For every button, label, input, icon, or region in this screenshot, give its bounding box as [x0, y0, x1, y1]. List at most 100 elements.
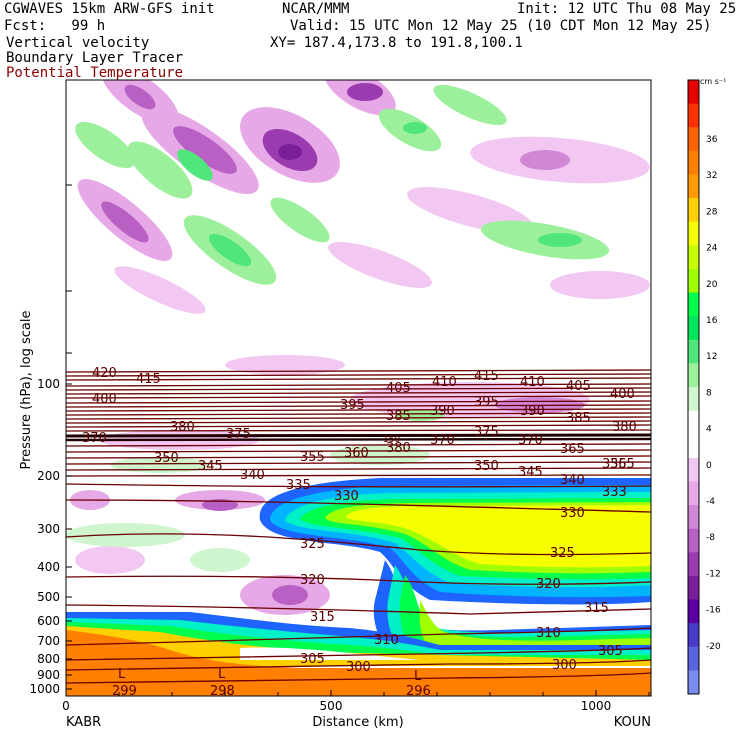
colorbar-swatch	[688, 339, 699, 364]
colorbar-swatch	[688, 268, 699, 294]
colorbar-label: 4	[706, 425, 712, 435]
isentrope-label: 390	[520, 404, 545, 419]
forecast-hour: Fcst: 99 h	[4, 18, 106, 34]
isentrope-label: 385	[566, 411, 591, 426]
low-marker: L	[118, 667, 126, 682]
y-axis-title: Pressure (hPa), log scale	[19, 311, 34, 470]
isentrope-label: 365	[560, 442, 585, 457]
colorbar-swatch	[688, 528, 699, 553]
colorbar-label: 8	[706, 388, 712, 398]
field-label-vertical-velocity: Vertical velocity	[6, 35, 150, 51]
colorbar-label: 36	[706, 135, 718, 145]
x-tick-label: 1000	[581, 699, 612, 713]
isentrope-label: 310	[536, 626, 561, 641]
colorbar-units: cm s⁻¹	[700, 77, 726, 86]
y-tick-label: 700	[37, 634, 60, 648]
isentrope-label: 415	[136, 372, 161, 387]
colorbar-label: -4	[706, 497, 715, 507]
isentrope-label: 410	[432, 375, 457, 390]
colorbar-swatch	[688, 103, 699, 128]
isentrope-label: 380	[612, 420, 637, 435]
y-tick-label: 200	[37, 469, 60, 483]
colorbar-swatch	[688, 575, 699, 601]
x-axis-title: Distance (km)	[312, 715, 403, 730]
isentrope-label: 420	[92, 366, 117, 381]
boundary-layer-tracer-field	[66, 478, 651, 696]
colorbar-label: 12	[706, 352, 717, 362]
colorbar-label: 0	[706, 461, 712, 471]
isentrope-label: 330	[560, 506, 585, 521]
isentrope-label: 375	[226, 427, 251, 442]
colorbar-label: 16	[706, 316, 718, 326]
colorbar-swatch	[688, 221, 699, 246]
isentrope-label: 360	[344, 446, 369, 461]
isentrope-label: 305	[300, 652, 325, 667]
y-tick-label: 300	[37, 522, 60, 536]
colorbar-label: 24	[706, 244, 718, 254]
colorbar-swatch	[688, 646, 699, 671]
colorbar-label: -16	[706, 606, 721, 616]
colorbar-swatch	[688, 198, 699, 223]
isentrope-label: 300	[552, 658, 577, 673]
colorbar-swatch	[688, 623, 699, 648]
isentrope-label: 298	[210, 684, 235, 699]
x-axis: 0 500 1000 Distance (km) KABR KOUN	[62, 690, 651, 730]
isentrope-label: 305	[598, 644, 623, 659]
isentrope-labels: 420 415 400 405 410 415 410 405 400 395 …	[82, 366, 637, 699]
isentrope-label: 325	[550, 546, 575, 561]
isentrope-label: 395	[474, 395, 499, 410]
init-time: Init: 12 UTC Thu 08 May 25	[517, 1, 737, 17]
y-tick-label: 1000	[29, 682, 60, 696]
isentrope-label: 350	[474, 459, 499, 474]
colorbar-swatch	[688, 245, 699, 270]
isentrope-label: 355	[602, 457, 627, 472]
isentrope-label: 315	[310, 610, 335, 625]
isentrope-label: 310	[374, 633, 399, 648]
isentrope-label: 330	[334, 489, 359, 504]
isentrope-label: 350	[154, 451, 179, 466]
isentrope-label: 410	[520, 375, 545, 390]
end-station-label: KOUN	[614, 715, 651, 730]
y-axis: 100 200 300 400 500 600 700 800 900 1000…	[19, 79, 72, 696]
isentrope-label: 375	[474, 425, 499, 440]
isentrope-label: 365	[610, 457, 635, 472]
model-title: CGWAVES 15km ARW-GFS init	[4, 1, 215, 17]
isentropes	[66, 369, 651, 684]
organization: NCAR/MMM	[282, 1, 350, 17]
isentrope-label: 340	[560, 473, 585, 488]
isentrope-label: 380	[386, 441, 411, 456]
isentrope-label: 325	[300, 537, 325, 552]
isentrope-label: 333	[602, 485, 627, 500]
colorbar-swatch	[688, 457, 699, 482]
colorbar-label: 20	[706, 280, 718, 290]
x-tick-label: 500	[320, 699, 343, 713]
isentrope-label: 345	[198, 459, 223, 474]
isentrope-label: 340	[240, 468, 265, 483]
colorbar-swatch	[688, 387, 699, 412]
colorbar-swatch	[688, 174, 699, 199]
isentrope-label: 345	[518, 465, 543, 480]
y-tick-label: 500	[37, 590, 60, 604]
y-tick-label: 600	[37, 614, 60, 628]
colorbar-swatch	[688, 481, 699, 506]
colorbar-label: -20	[706, 642, 721, 652]
colorbar-label: 32	[706, 171, 717, 181]
isentrope-label: 385	[386, 409, 411, 424]
colorbar-swatch	[688, 410, 699, 435]
colorbar-swatch	[688, 434, 699, 459]
isentrope-label: 380	[170, 420, 195, 435]
cross-section-endpoints: XY= 187.4,173.8 to 191.8,100.1	[270, 35, 523, 51]
isentrope-label: 150	[383, 435, 400, 445]
colorbar-swatch	[688, 505, 699, 530]
vertical-velocity-field	[66, 80, 650, 615]
isentrope-label: 300	[346, 660, 371, 675]
low-pressure-markers: L L L	[118, 667, 422, 684]
colorbar-swatch	[688, 292, 699, 317]
field-label-theta: Potential Temperature	[6, 65, 184, 81]
isentrope-label: 400	[610, 387, 635, 402]
isentrope-label: 320	[300, 573, 325, 588]
colorbar-label: -12	[706, 569, 721, 579]
isentrope-label: 415	[474, 369, 499, 384]
isentrope-label: 405	[386, 381, 411, 396]
